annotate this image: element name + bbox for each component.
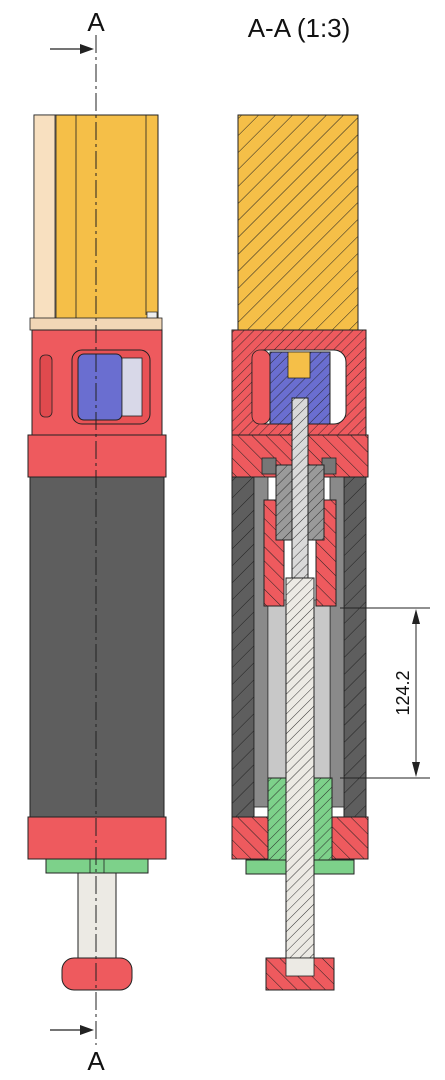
section-view-title: A-A (1:3): [248, 13, 351, 43]
dimension-124: 124.2: [340, 607, 430, 779]
white-rod: [77, 872, 117, 960]
exterior-view: A A: [27, 7, 167, 1076]
section-red-end-cap: [265, 957, 335, 991]
dark-tube: [29, 476, 165, 818]
section-arrow-bottom: [50, 1025, 94, 1035]
red-end-cap: [61, 957, 133, 991]
orange-cap: [29, 114, 163, 331]
section-marker-bottom: A: [87, 1046, 105, 1076]
section-view: A-A (1:3): [231, 13, 430, 991]
bottom-red-collar: [27, 816, 167, 860]
red-collar: [27, 434, 167, 478]
section-arrow-top: [50, 44, 94, 54]
section-marker-top: A: [87, 7, 105, 37]
green-ring: [45, 858, 149, 874]
section-central-rod: [285, 397, 315, 979]
section-bottom-collar: [231, 816, 369, 860]
red-window-housing: [31, 329, 163, 436]
section-orange-cap: [237, 114, 359, 379]
section-green-bushing: [245, 777, 355, 875]
dimension-value: 124.2: [393, 670, 413, 715]
